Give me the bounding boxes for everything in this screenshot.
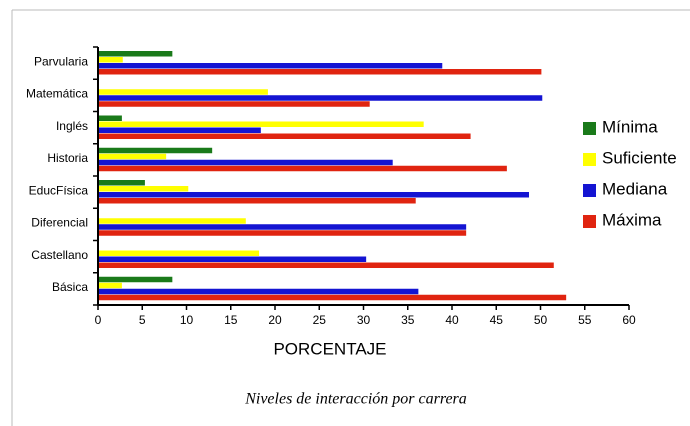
bar — [98, 57, 123, 63]
bar — [98, 51, 173, 57]
x-tick-label: 10 — [180, 313, 194, 327]
x-tick-label: 60 — [622, 313, 636, 327]
y-tick-label: Castellano — [31, 248, 88, 262]
bar — [98, 95, 543, 101]
x-tick-label: 30 — [357, 313, 371, 327]
bar — [98, 198, 416, 204]
bar — [98, 294, 567, 301]
x-tick-label: 55 — [578, 313, 592, 327]
y-tick-label: Inglés — [56, 119, 88, 133]
x-tick-label: 35 — [401, 313, 415, 327]
legend-swatch — [583, 153, 596, 166]
x-tick-label: 50 — [534, 313, 548, 327]
x-tick-label: 45 — [490, 313, 504, 327]
legend-label: Mediana — [602, 179, 668, 198]
legend-swatch — [583, 215, 596, 228]
y-tick-label: Diferencial — [31, 216, 88, 230]
bar — [98, 224, 467, 230]
bar — [98, 192, 529, 198]
legend-label: Suficiente — [602, 148, 677, 167]
bar — [98, 262, 554, 268]
bar — [98, 133, 471, 139]
x-axis-label: PORCENTAJE — [273, 339, 386, 358]
bar — [98, 276, 173, 283]
y-tick-label: Matemática — [26, 87, 88, 101]
bar — [98, 159, 393, 166]
bar — [98, 115, 122, 121]
x-tick-label: 40 — [445, 313, 459, 327]
bar — [98, 230, 467, 236]
legend-swatch — [583, 122, 596, 135]
bar — [98, 250, 260, 256]
bar — [98, 69, 542, 75]
y-tick-label: Historia — [47, 151, 88, 165]
bar — [98, 153, 167, 160]
legend-label: Máxima — [602, 210, 662, 229]
y-tick-label: Básica — [52, 280, 88, 294]
caption: Niveles de interacción por carrera — [244, 391, 467, 408]
bar — [98, 165, 507, 172]
bar — [98, 180, 145, 186]
legend-label: Mínima — [602, 117, 658, 136]
x-tick-label: 20 — [268, 313, 282, 327]
bar — [98, 288, 419, 295]
x-tick-label: 5 — [139, 313, 146, 327]
bar — [98, 121, 424, 127]
bar — [98, 282, 122, 289]
y-tick-label: Parvularia — [34, 54, 88, 68]
x-tick-label: 0 — [95, 313, 102, 327]
y-tick-label: EducFísica — [29, 183, 89, 197]
legend-swatch — [583, 184, 596, 197]
bar — [98, 101, 370, 107]
bar — [98, 218, 246, 224]
bar — [98, 147, 213, 154]
x-tick-label: 15 — [224, 313, 238, 327]
bar — [98, 256, 367, 262]
bar — [98, 89, 268, 95]
x-tick-label: 25 — [313, 313, 327, 327]
bar — [98, 63, 443, 69]
bar — [98, 186, 189, 192]
bar — [98, 127, 261, 133]
